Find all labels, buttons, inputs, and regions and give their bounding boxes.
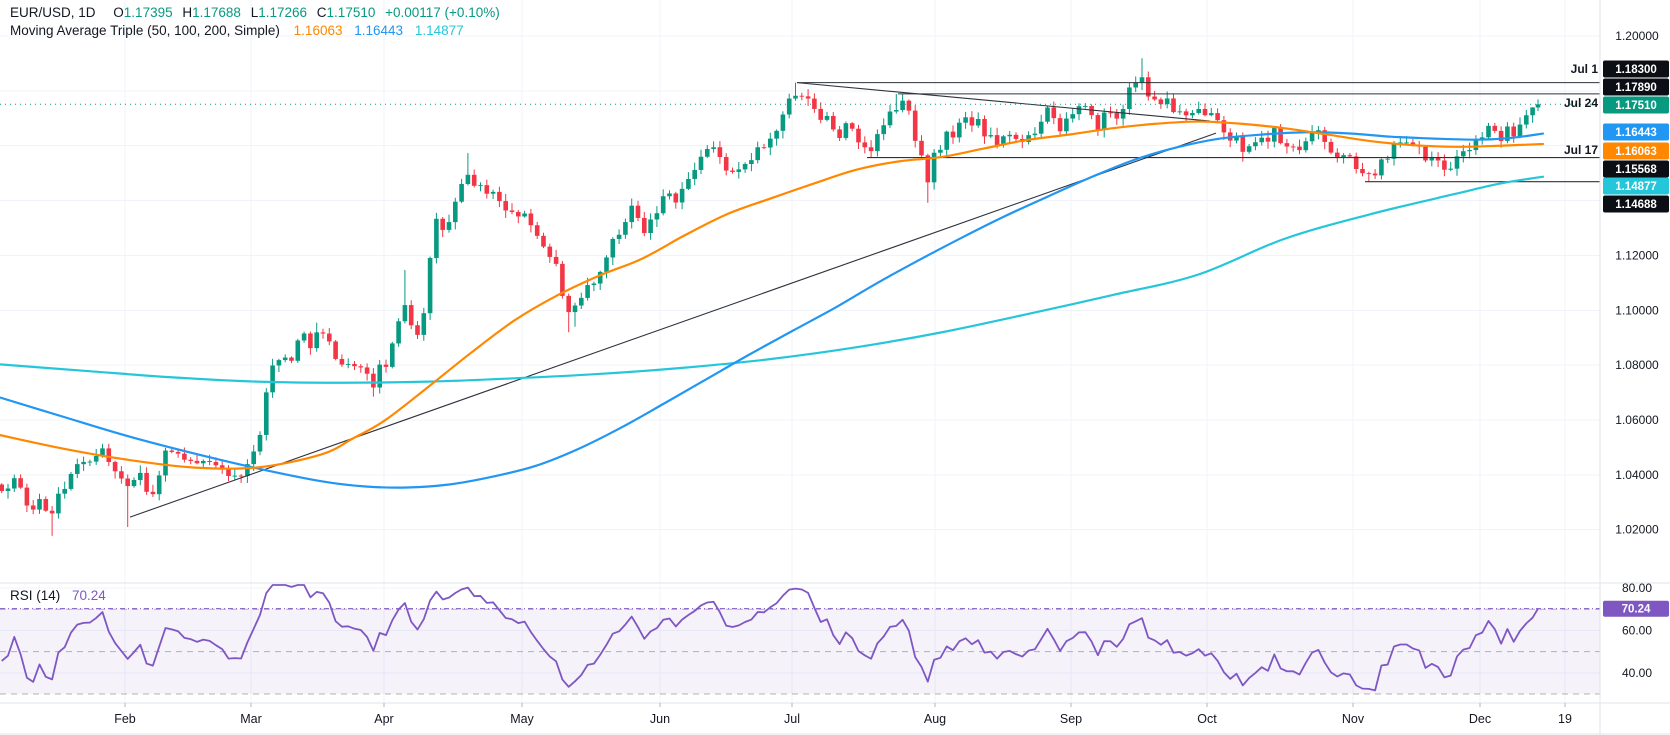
ma50-value: 1.16063 <box>293 23 343 38</box>
svg-text:Sep: Sep <box>1060 712 1082 726</box>
svg-text:Oct: Oct <box>1197 712 1217 726</box>
svg-text:1.16063: 1.16063 <box>1615 146 1657 158</box>
svg-text:Aug: Aug <box>924 712 946 726</box>
svg-text:Jul 24: Jul 24 <box>1564 96 1598 110</box>
svg-text:Feb: Feb <box>114 712 136 726</box>
svg-text:May: May <box>510 712 534 726</box>
svg-text:Jul 17: Jul 17 <box>1564 143 1598 157</box>
svg-text:1.14877: 1.14877 <box>1615 181 1657 193</box>
rsi-indicator-legend[interactable]: RSI (14) 70.24 <box>10 588 106 603</box>
svg-text:40.00: 40.00 <box>1622 666 1652 680</box>
ma-indicator-title: Moving Average Triple (50, 100, 200, Sim… <box>10 23 280 38</box>
svg-text:1.04000: 1.04000 <box>1615 468 1659 482</box>
svg-text:1.08000: 1.08000 <box>1615 358 1659 372</box>
rsi-line[interactable] <box>0 584 1600 692</box>
symbol-legend-row[interactable]: EUR/USD, 1D O1.17395 H1.17688 L1.17266 C… <box>10 4 500 22</box>
svg-text:1.20000: 1.20000 <box>1615 29 1659 43</box>
date-annotations: Jul 1 Jul 24 Jul 17 <box>1564 62 1598 157</box>
svg-text:1.15568: 1.15568 <box>1615 164 1657 176</box>
price-axis[interactable]: 1.20000 1.12000 1.10000 1.08000 1.06000 1.040… <box>1615 29 1659 680</box>
low-value: 1.17266 <box>258 5 308 20</box>
rsi-value: 70.24 <box>72 588 106 603</box>
svg-text:1.06000: 1.06000 <box>1615 413 1659 427</box>
svg-text:19: 19 <box>1558 712 1572 726</box>
chart-legend: EUR/USD, 1D O1.17395 H1.17688 L1.17266 C… <box>10 4 500 40</box>
trendlines-and-levels[interactable] <box>129 82 1600 518</box>
high-label: H <box>182 5 193 20</box>
svg-text:Apr: Apr <box>374 712 393 726</box>
svg-text:1.10000: 1.10000 <box>1615 303 1659 317</box>
ma-indicator-legend-row[interactable]: Moving Average Triple (50, 100, 200, Sim… <box>10 22 500 40</box>
price-axis-badges: 1.18300 1.17890 1.17510 1.16443 1.16063 1.155… <box>1603 60 1669 617</box>
candlestick-series[interactable] <box>0 58 1541 536</box>
svg-text:Mar: Mar <box>240 712 262 726</box>
svg-text:1.12000: 1.12000 <box>1615 248 1659 262</box>
close-value: 1.17510 <box>326 5 376 20</box>
svg-text:1.18300: 1.18300 <box>1615 64 1657 76</box>
low-label: L <box>250 5 259 20</box>
svg-text:1.17890: 1.17890 <box>1615 82 1657 94</box>
svg-text:1.17510: 1.17510 <box>1615 100 1657 112</box>
svg-text:1.14688: 1.14688 <box>1615 199 1657 211</box>
ma100-value: 1.16443 <box>354 23 404 38</box>
close-label: C <box>316 5 327 20</box>
ma200-value: 1.14877 <box>414 23 464 38</box>
change-value: +0.00117 (+0.10%) <box>385 5 500 20</box>
svg-text:Jul 1: Jul 1 <box>1571 62 1599 76</box>
svg-text:Jun: Jun <box>650 712 670 726</box>
svg-text:1.02000: 1.02000 <box>1615 523 1659 537</box>
svg-text:Nov: Nov <box>1342 712 1365 726</box>
gridlines <box>0 0 1600 703</box>
moving-average-lines[interactable] <box>0 120 1545 489</box>
svg-text:70.24: 70.24 <box>1622 604 1651 616</box>
svg-text:60.00: 60.00 <box>1622 623 1652 637</box>
time-axis[interactable]: Feb Mar Apr May Jun Jul Aug Sep Oct Nov Dec 19 <box>114 703 1572 726</box>
open-value: 1.17395 <box>123 5 173 20</box>
high-value: 1.17688 <box>192 5 241 20</box>
svg-text:Jul: Jul <box>784 712 800 726</box>
rsi-band <box>0 608 1600 695</box>
open-label: O <box>113 5 124 20</box>
rsi-title: RSI (14) <box>10 588 61 603</box>
svg-text:1.16443: 1.16443 <box>1615 127 1657 139</box>
svg-text:Dec: Dec <box>1469 712 1491 726</box>
svg-text:80.00: 80.00 <box>1622 581 1652 595</box>
symbol-title: EUR/USD, 1D <box>10 5 96 20</box>
